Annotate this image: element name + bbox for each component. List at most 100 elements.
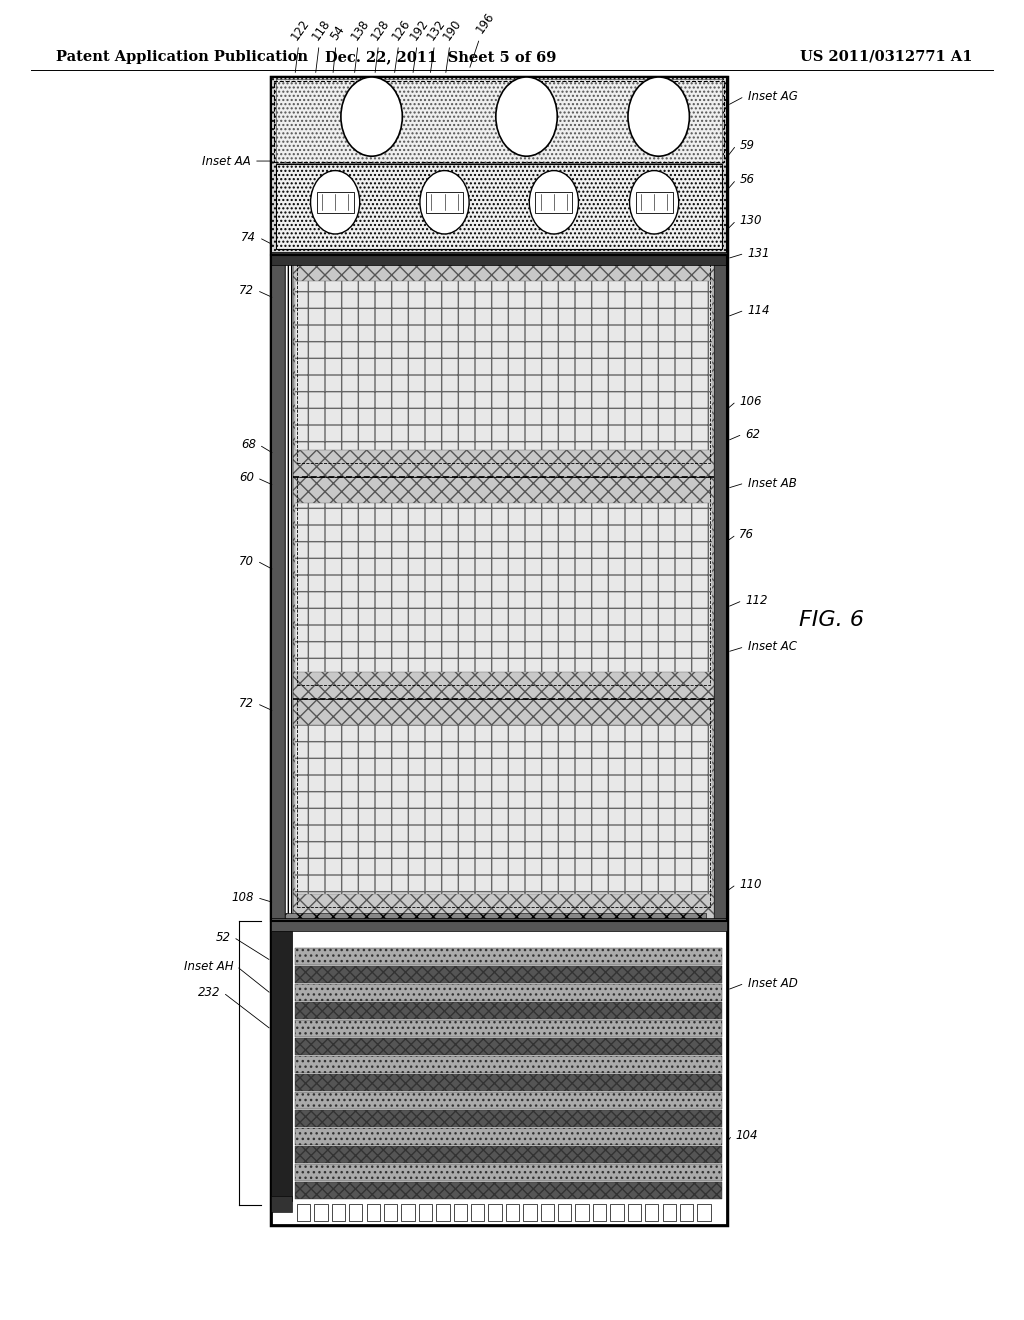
Text: 74: 74 xyxy=(241,231,256,244)
Text: 131: 131 xyxy=(748,247,770,260)
Text: Patent Application Publication: Patent Application Publication xyxy=(56,50,308,63)
Text: 72: 72 xyxy=(239,697,254,710)
Bar xyxy=(293,698,714,920)
Text: 60: 60 xyxy=(239,471,254,484)
Bar xyxy=(285,912,706,925)
Circle shape xyxy=(529,170,579,234)
Bar xyxy=(295,1181,722,1199)
Bar xyxy=(297,698,710,907)
Bar xyxy=(271,920,727,1225)
Bar xyxy=(367,1204,380,1221)
Bar xyxy=(295,503,712,672)
Bar xyxy=(295,281,712,450)
Text: 52: 52 xyxy=(215,931,230,944)
Circle shape xyxy=(496,77,557,156)
Bar xyxy=(295,1146,722,1163)
Text: Inset AD: Inset AD xyxy=(748,977,798,990)
Text: US 2011/0312771 A1: US 2011/0312771 A1 xyxy=(801,50,973,63)
Text: 110: 110 xyxy=(739,878,762,891)
Circle shape xyxy=(420,170,469,234)
Bar xyxy=(293,477,714,698)
Bar xyxy=(558,1204,571,1221)
Bar xyxy=(295,1164,722,1180)
Bar xyxy=(575,1204,589,1221)
Text: 76: 76 xyxy=(739,528,755,541)
Text: 68: 68 xyxy=(241,438,256,451)
Text: 70: 70 xyxy=(239,554,254,568)
Bar xyxy=(295,966,722,983)
Bar xyxy=(384,1204,397,1221)
Bar xyxy=(271,255,285,920)
Bar xyxy=(295,725,712,894)
Bar xyxy=(271,255,727,920)
Bar xyxy=(276,79,722,162)
Bar xyxy=(271,917,727,931)
Bar xyxy=(295,1039,722,1055)
Bar xyxy=(271,1196,292,1212)
Bar xyxy=(714,255,727,920)
Bar xyxy=(488,1204,502,1221)
Bar xyxy=(297,255,710,463)
Text: 59: 59 xyxy=(739,139,755,152)
Bar xyxy=(295,1129,722,1144)
Bar xyxy=(645,1204,658,1221)
Text: 232: 232 xyxy=(198,986,220,999)
Bar xyxy=(636,191,673,213)
Bar xyxy=(271,77,727,255)
Bar xyxy=(314,1204,328,1221)
Bar xyxy=(436,1204,450,1221)
Text: 104: 104 xyxy=(735,1129,758,1142)
Circle shape xyxy=(628,77,689,156)
Text: Inset AG: Inset AG xyxy=(748,90,798,103)
Bar xyxy=(697,1204,711,1221)
Text: 54: 54 xyxy=(328,22,347,73)
Bar xyxy=(536,191,572,213)
Text: 56: 56 xyxy=(739,173,755,186)
Text: 130: 130 xyxy=(739,214,762,227)
Text: Inset AA: Inset AA xyxy=(202,154,251,168)
Bar xyxy=(295,1110,722,1127)
Circle shape xyxy=(310,170,359,234)
Bar xyxy=(297,1204,310,1221)
Text: Dec. 22, 2011  Sheet 5 of 69: Dec. 22, 2011 Sheet 5 of 69 xyxy=(325,50,556,63)
Bar xyxy=(506,1204,519,1221)
Bar xyxy=(680,1204,693,1221)
Text: Inset AC: Inset AC xyxy=(748,640,797,653)
Bar xyxy=(332,1204,345,1221)
Bar xyxy=(276,164,722,249)
Text: 108: 108 xyxy=(231,891,254,904)
Bar xyxy=(285,255,293,920)
Text: 114: 114 xyxy=(748,304,770,317)
Bar xyxy=(271,252,727,265)
Circle shape xyxy=(341,77,402,156)
Text: 126: 126 xyxy=(389,16,413,73)
Bar xyxy=(663,1204,676,1221)
Bar xyxy=(349,1204,362,1221)
Bar xyxy=(610,1204,624,1221)
Bar xyxy=(454,1204,467,1221)
Text: Inset AB: Inset AB xyxy=(748,477,797,490)
Text: 128: 128 xyxy=(369,16,392,73)
Bar xyxy=(471,1204,484,1221)
Bar xyxy=(295,1074,722,1090)
Bar xyxy=(295,1020,722,1038)
Bar xyxy=(271,77,727,1225)
Bar xyxy=(401,1204,415,1221)
Text: 132: 132 xyxy=(425,16,449,73)
Bar xyxy=(274,81,724,161)
Bar xyxy=(523,1204,537,1221)
Text: 190: 190 xyxy=(440,16,464,73)
Text: 106: 106 xyxy=(739,395,762,408)
Text: 72: 72 xyxy=(239,284,254,297)
Bar xyxy=(271,920,292,1201)
Text: FIG. 6: FIG. 6 xyxy=(799,610,863,631)
Bar xyxy=(293,255,714,477)
Text: 192: 192 xyxy=(408,16,431,73)
Circle shape xyxy=(630,170,679,234)
Bar xyxy=(316,191,353,213)
Text: 112: 112 xyxy=(745,594,768,607)
Text: 122: 122 xyxy=(289,16,312,73)
Bar xyxy=(593,1204,606,1221)
Text: 118: 118 xyxy=(309,16,333,73)
Bar xyxy=(295,1056,722,1073)
